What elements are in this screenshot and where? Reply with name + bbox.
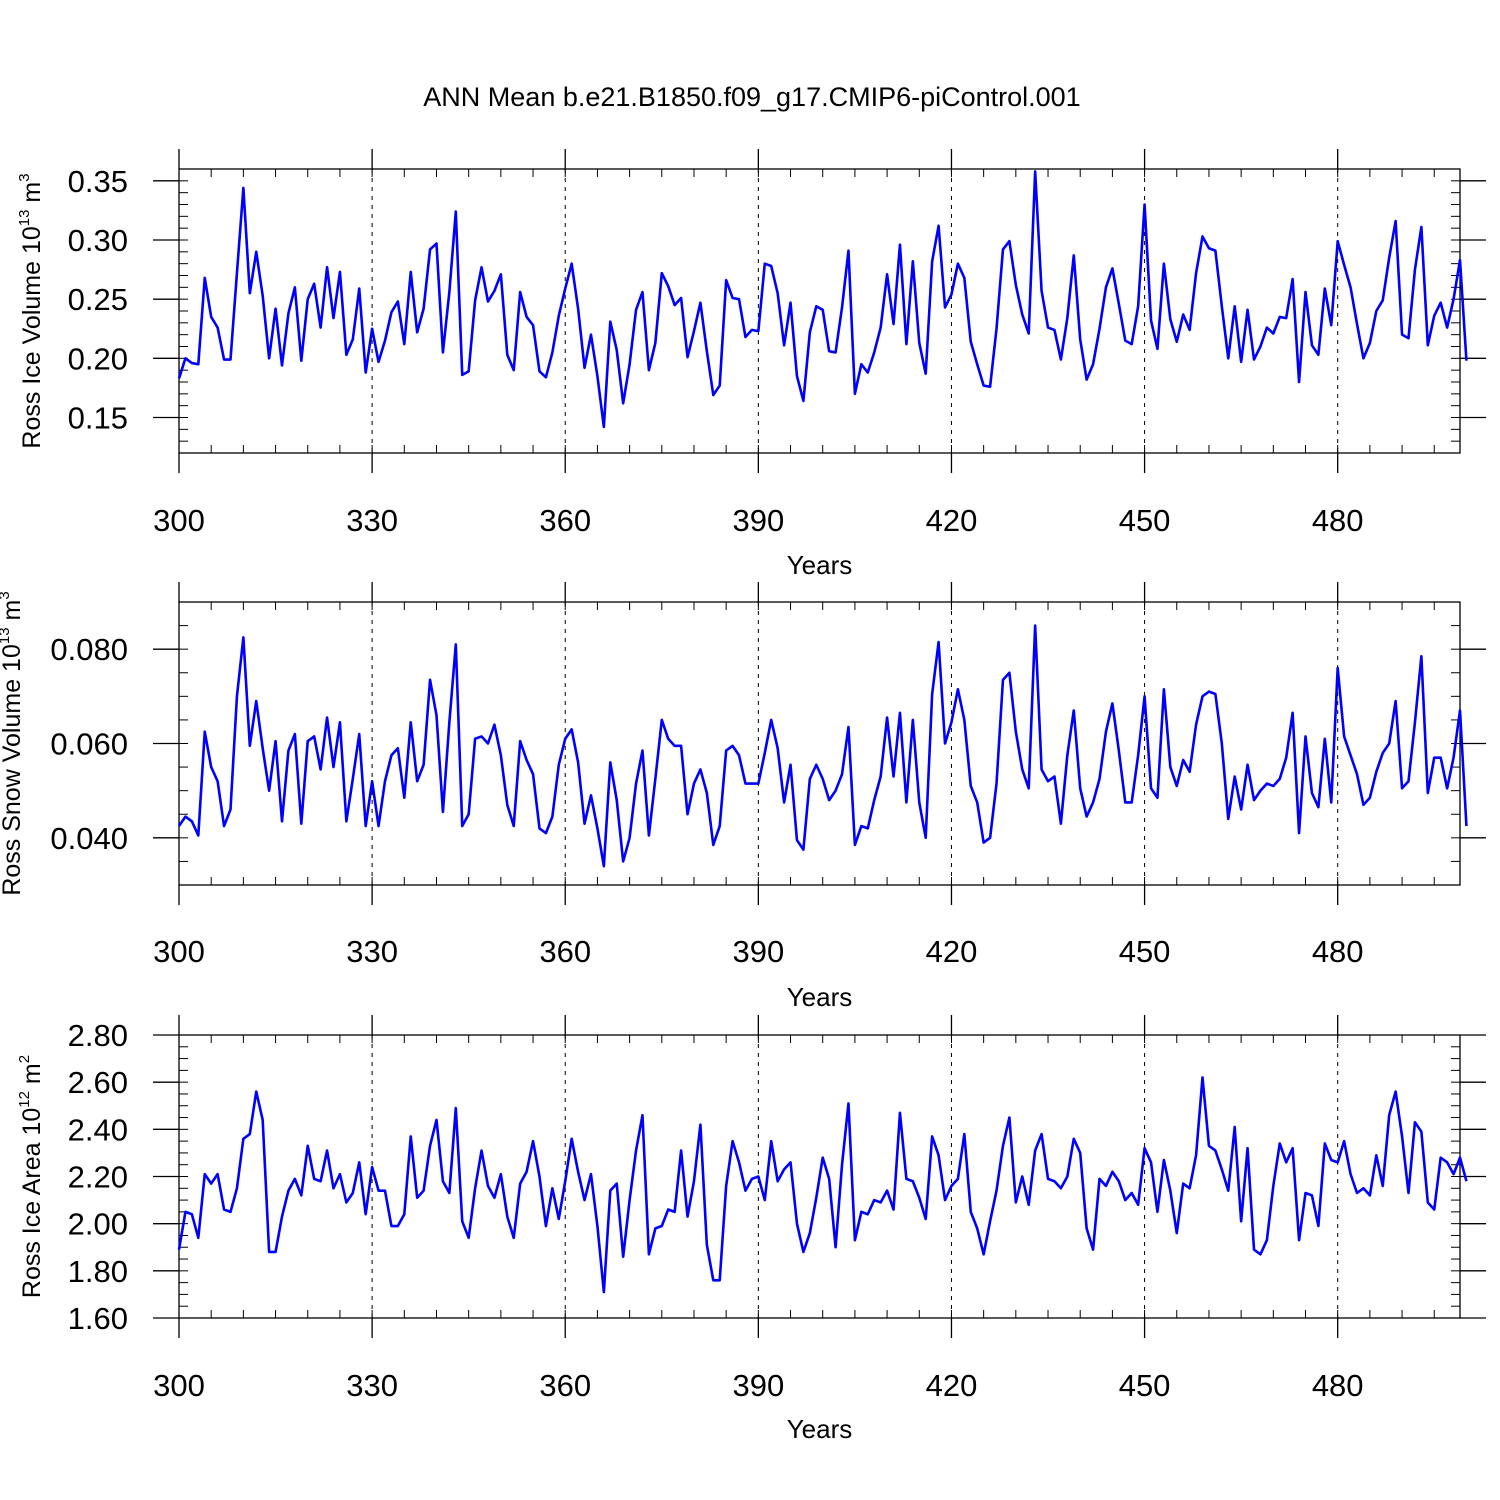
y-axis-label-exponent: 13 <box>16 210 33 227</box>
x-axis-label: Years <box>787 982 853 1012</box>
y-axis-label-unit: m <box>0 600 26 628</box>
x-tick-label: 390 <box>732 934 784 969</box>
y-tick-label: 0.15 <box>68 401 128 436</box>
y-tick-label: 0.35 <box>68 164 128 199</box>
y-axis-label-text: Ross Ice Volume 10 <box>18 226 46 448</box>
panel-ice-volume: 300 330 360 390 420 450 480 0.15 0.20 0.25 0.30 0.3… <box>16 149 1486 580</box>
x-tick-label: 360 <box>539 503 591 538</box>
x-tick-label: 480 <box>1312 503 1364 538</box>
y-tick-label: 0.30 <box>68 223 128 258</box>
x-tick-label: 360 <box>539 1368 591 1403</box>
y-axis-label: Ross Snow Volume 1013 m3 <box>0 591 26 895</box>
y-tick-label: 2.20 <box>68 1160 128 1195</box>
y-tick-label: 0.060 <box>50 727 128 762</box>
x-tick-label: 420 <box>926 503 978 538</box>
x-tick-label: 420 <box>926 1368 978 1403</box>
y-axis-label-unit: m <box>18 182 46 210</box>
chart-title: ANN Mean b.e21.B1850.f09_g17.CMIP6-piCon… <box>423 82 1080 112</box>
y-tick-label: 2.00 <box>68 1207 128 1242</box>
series-line-ice-volume <box>177 170 1468 429</box>
x-tick-label: 330 <box>346 934 398 969</box>
y-tick-label: 1.80 <box>68 1254 128 1289</box>
y-axis-label-unit-exponent: 2 <box>16 1055 33 1063</box>
panel-ice-area: 300 330 360 390 420 450 480 1.60 1.80 2.00 2.20 2.4… <box>16 1015 1486 1444</box>
x-tick-label: 330 <box>346 503 398 538</box>
y-tick-label: 0.040 <box>50 821 128 856</box>
y-tick-label: 0.080 <box>50 632 128 667</box>
y-tick-label: 2.60 <box>68 1065 128 1100</box>
x-tick-label: 450 <box>1119 503 1171 538</box>
x-tick-label: 450 <box>1119 934 1171 969</box>
plot-frame <box>178 601 1461 886</box>
x-axis-label: Years <box>787 1414 853 1444</box>
y-tick-label: 2.40 <box>68 1112 128 1147</box>
y-axis-label-unit-exponent: 3 <box>0 591 13 599</box>
chart-panels: 300 330 360 390 420 450 480 0.15 0.20 0.25 0.30 0.3… <box>0 149 1486 1444</box>
x-tick-label: 450 <box>1119 1368 1171 1403</box>
x-tick-label: 300 <box>153 934 205 969</box>
x-tick-label: 480 <box>1312 934 1364 969</box>
x-tick-label: 420 <box>926 934 978 969</box>
y-axis-label-exponent: 12 <box>16 1091 33 1108</box>
x-tick-label: 480 <box>1312 1368 1364 1403</box>
y-axis-label-unit: m <box>18 1063 46 1091</box>
y-axis-label-exponent: 13 <box>0 627 13 644</box>
x-tick-label: 300 <box>153 1368 205 1403</box>
x-tick-label: 360 <box>539 934 591 969</box>
y-tick-label: 2.80 <box>68 1018 128 1053</box>
y-axis-label: Ross Ice Volume 1013 m3 <box>16 173 46 448</box>
x-tick-label: 300 <box>153 503 205 538</box>
y-axis-label-text: Ross Ice Area 10 <box>18 1108 46 1298</box>
x-tick-label: 390 <box>732 503 784 538</box>
y-axis-label: Ross Ice Area 1012 m2 <box>16 1055 46 1298</box>
y-axis-label-text: Ross Snow Volume 10 <box>0 644 26 896</box>
series-line-snow-volume <box>177 624 1468 868</box>
plot-frame <box>178 168 1461 454</box>
y-axis-label-unit-exponent: 3 <box>16 173 33 181</box>
y-tick-label: 0.25 <box>68 282 128 317</box>
y-tick-label: 1.60 <box>68 1301 128 1336</box>
x-axis-label: Years <box>787 550 853 580</box>
y-tick-label: 0.20 <box>68 341 128 376</box>
x-tick-label: 390 <box>732 1368 784 1403</box>
series-line-ice-area <box>177 1076 1468 1294</box>
panel-snow-volume: 300 330 360 390 420 450 480 0.040 0.060 0.080 Year… <box>0 582 1486 1012</box>
x-tick-label: 330 <box>346 1368 398 1403</box>
